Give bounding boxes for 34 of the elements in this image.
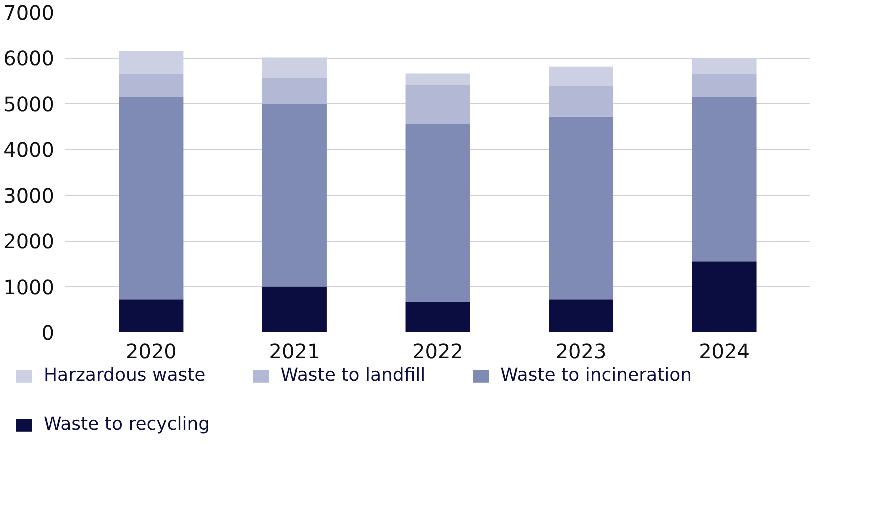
y-tick-label: 1000 bbox=[4, 275, 55, 300]
x-tick-label: 2022 bbox=[412, 340, 464, 364]
bar bbox=[262, 104, 327, 287]
bar bbox=[692, 262, 757, 332]
bar bbox=[549, 116, 614, 300]
bar bbox=[549, 300, 614, 332]
bar bbox=[406, 74, 470, 86]
bar bbox=[262, 286, 327, 332]
x-tick-label: 2020 bbox=[126, 340, 177, 364]
bar bbox=[119, 97, 184, 300]
legend-label: Harzardous waste bbox=[44, 365, 206, 386]
y-tick-label: 6000 bbox=[4, 46, 55, 71]
legend-label: Waste to recycling bbox=[44, 414, 210, 435]
legend-label: Waste to incineration bbox=[500, 365, 692, 386]
bar bbox=[406, 85, 470, 124]
bar bbox=[406, 302, 470, 332]
bar bbox=[549, 66, 614, 87]
x-tick-label: 2021 bbox=[269, 340, 320, 364]
bar bbox=[119, 300, 184, 332]
bar bbox=[262, 78, 327, 104]
y-tick-label: 0 bbox=[42, 321, 55, 345]
bar bbox=[692, 97, 757, 262]
y-tick-label: 2000 bbox=[4, 230, 55, 254]
x-tick-label: 2023 bbox=[556, 340, 607, 364]
legend-label: Waste to landfill bbox=[280, 365, 426, 386]
y-tick-label: 7000 bbox=[4, 1, 55, 25]
bar bbox=[406, 124, 470, 302]
x-tick-label: 2024 bbox=[699, 340, 750, 364]
y-tick-label: 5000 bbox=[4, 92, 55, 116]
bar bbox=[692, 74, 757, 98]
bar bbox=[119, 74, 184, 98]
y-tick-label: 3000 bbox=[4, 184, 55, 208]
bar bbox=[549, 86, 614, 117]
y-tick-label: 4000 bbox=[4, 138, 55, 162]
